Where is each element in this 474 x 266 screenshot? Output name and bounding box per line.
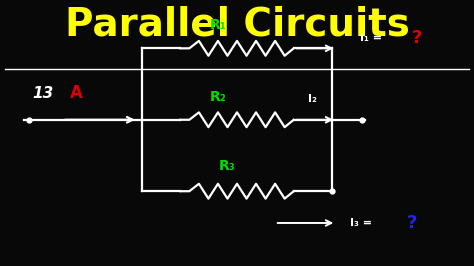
Text: ?: ? [412,29,422,47]
Text: R₂: R₂ [210,90,227,104]
Text: A: A [70,84,83,102]
Text: I₁ =: I₁ = [360,33,382,43]
Text: I₃ =: I₃ = [350,218,373,228]
Text: ?: ? [407,214,418,232]
Text: Parallel Circuits: Parallel Circuits [64,6,410,44]
Text: R₃: R₃ [219,159,236,173]
Text: I₂: I₂ [308,94,317,104]
Text: 13: 13 [33,86,54,101]
Text: R₁: R₁ [210,18,227,32]
